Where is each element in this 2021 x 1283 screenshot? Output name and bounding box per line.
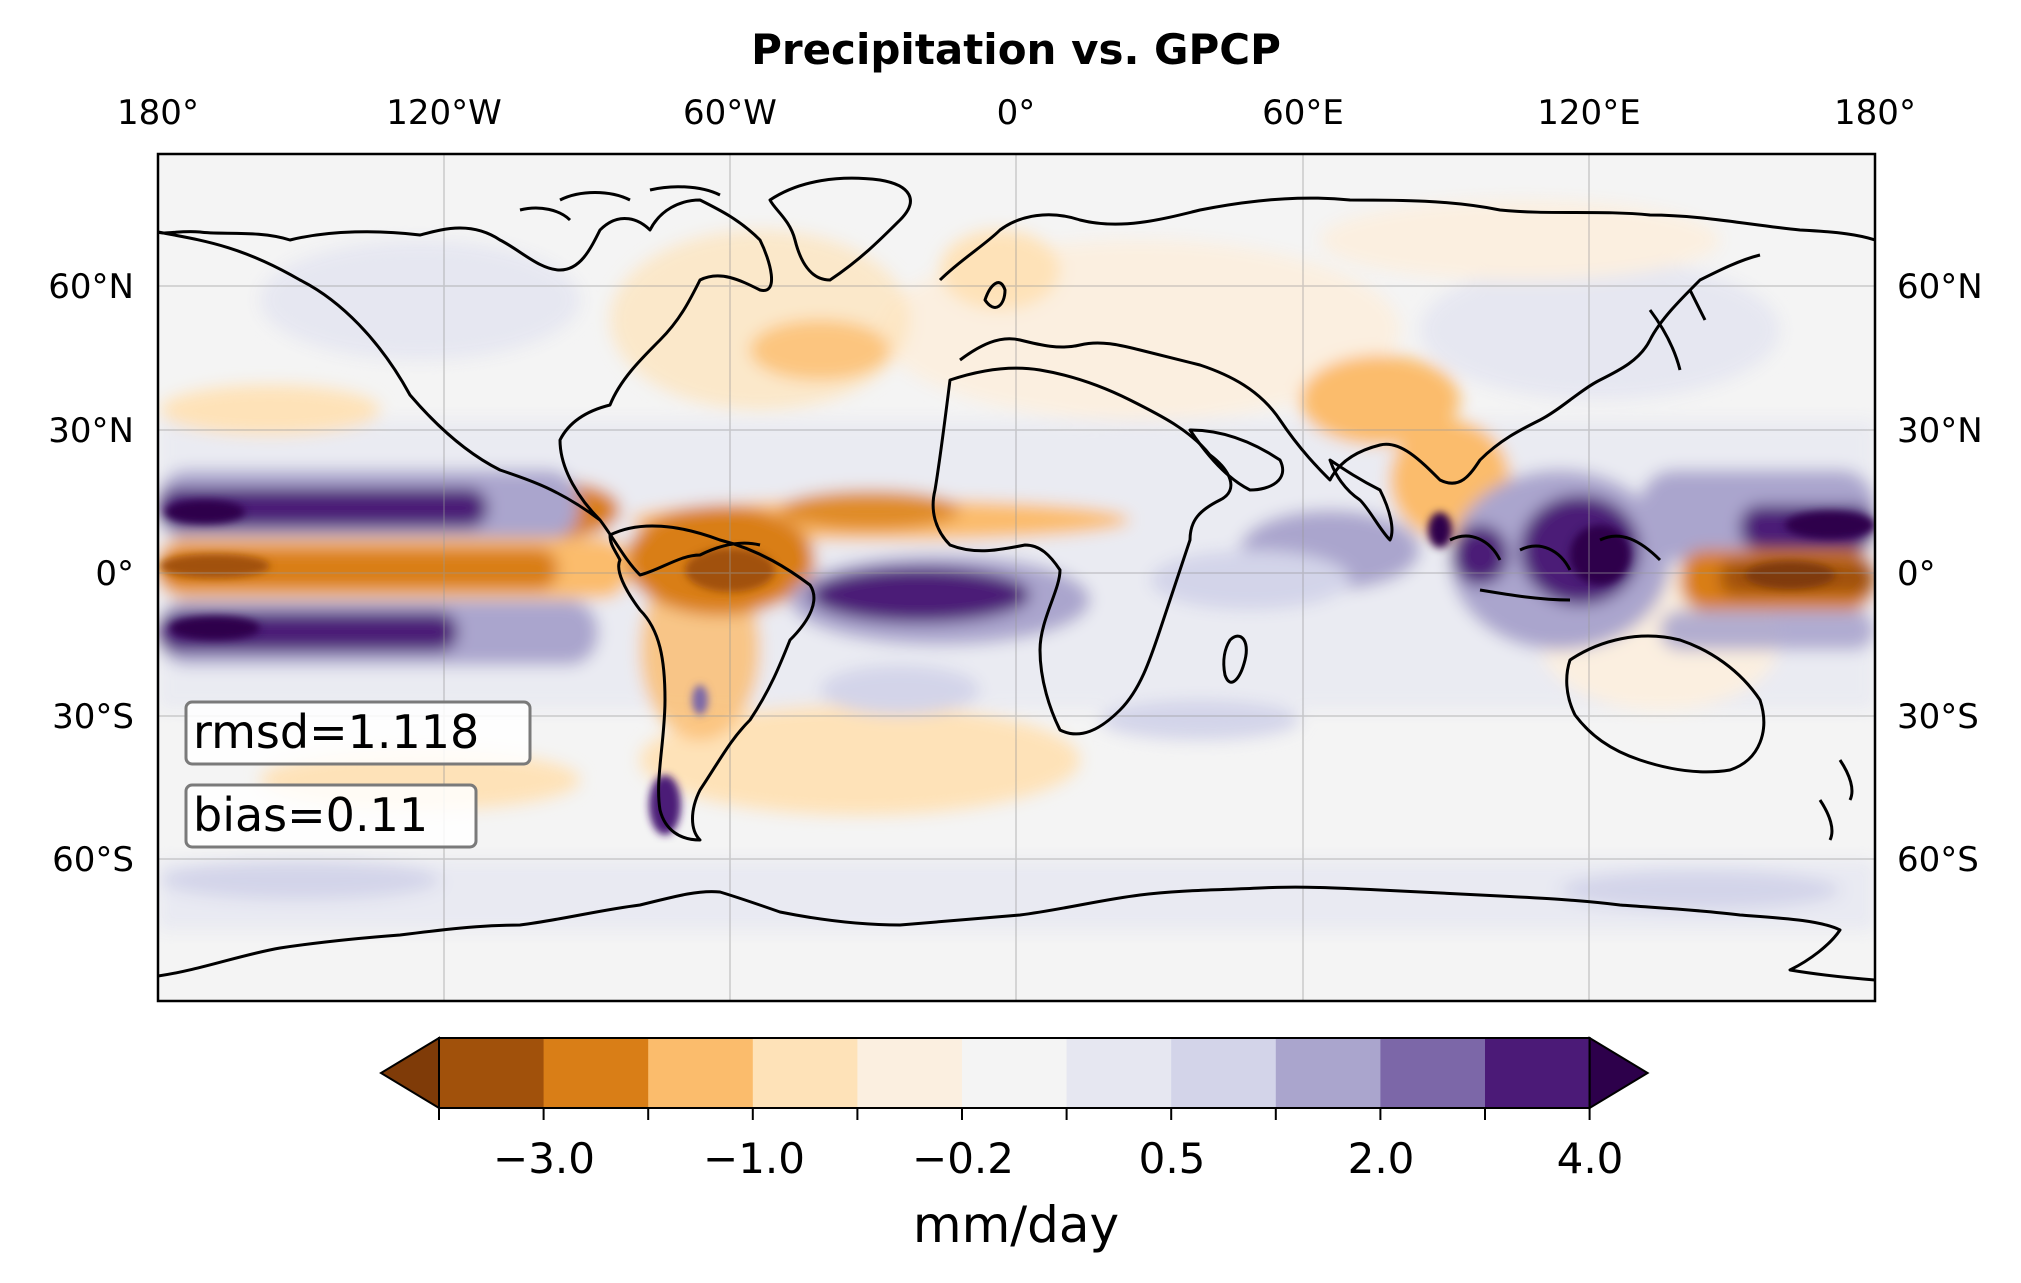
colorbar-ticks: −3.0 −1.0 −0.2 0.5 2.0 4.0 (493, 1134, 1623, 1183)
lat-tick-labels-left: 60°N 30°N 0° 30°S 60°S (48, 267, 134, 880)
lat-tick-label: 60°S (1897, 840, 1979, 880)
lon-tick-label: 60°E (1262, 93, 1344, 133)
lat-tick-label: 60°N (48, 267, 134, 307)
colorbar-tick-label: 0.5 (1139, 1134, 1206, 1183)
colorbar-tick-label: −1.0 (703, 1134, 805, 1183)
colorbar-extend-low (379, 1036, 440, 1110)
lat-tick-label: 0° (1897, 554, 1936, 594)
stat-bias: bias=0.11 (184, 783, 478, 849)
lat-tick-label: 30°N (1897, 411, 1983, 451)
colorbar-tick-label: −0.2 (912, 1134, 1014, 1183)
map-frame (156, 152, 1877, 1003)
stat-rmsd: rmsd=1.118 (184, 700, 532, 766)
lon-tick-label: 180° (1834, 93, 1916, 133)
colorbar-segment (1485, 1038, 1591, 1108)
colorbar-segment (439, 1038, 545, 1108)
lon-tick-label: 180° (117, 93, 199, 133)
map-panel: rmsd=1.118 bias=0.11 (158, 154, 1875, 1001)
colorbar-segment (752, 1038, 858, 1108)
lat-tick-label: 30°N (48, 411, 134, 451)
colorbar-segment (1380, 1038, 1486, 1108)
lat-tick-labels-right: 60°N 30°N 0° 30°S 60°S (1897, 267, 1983, 880)
map-title: Precipitation vs. GPCP (751, 25, 1281, 74)
lat-tick-label: 0° (95, 554, 134, 594)
lat-tick-label: 30°S (1897, 697, 1979, 737)
colorbar-segment (857, 1038, 963, 1108)
colorbar-segment (1066, 1038, 1172, 1108)
colorbar-label: mm/day (913, 1196, 1119, 1254)
colorbar-segment (648, 1038, 754, 1108)
colorbar-segment (962, 1038, 1068, 1108)
colorbar-tick-label: 4.0 (1557, 1134, 1624, 1183)
colorbar-tick-label: −3.0 (493, 1134, 595, 1183)
colorbar-segment (543, 1038, 649, 1108)
colorbar-extend-high (1588, 1036, 1650, 1110)
lon-tick-label: 60°W (683, 93, 777, 133)
lat-tick-label: 60°S (52, 840, 134, 880)
coastlines (158, 176, 1875, 982)
colorbar-segment (1171, 1038, 1277, 1108)
lat-tick-label: 60°N (1897, 267, 1983, 307)
lon-tick-label: 120°E (1537, 93, 1640, 133)
colorbar-frame (438, 1037, 1591, 1109)
svg-text:bias=0.11: bias=0.11 (193, 788, 428, 842)
lon-tick-labels: 180° 120°W 60°W 0° 60°E 120°E 180° (117, 93, 1916, 133)
colorbar (379, 1036, 1650, 1120)
lat-tick-label: 30°S (52, 697, 134, 737)
colorbar-segment (1275, 1038, 1381, 1108)
colorbar-tick-label: 2.0 (1348, 1134, 1415, 1183)
precipitation-highlights (160, 500, 1875, 835)
lon-tick-label: 120°W (386, 93, 502, 133)
lon-tick-label: 0° (997, 93, 1036, 133)
svg-text:rmsd=1.118: rmsd=1.118 (193, 705, 479, 759)
